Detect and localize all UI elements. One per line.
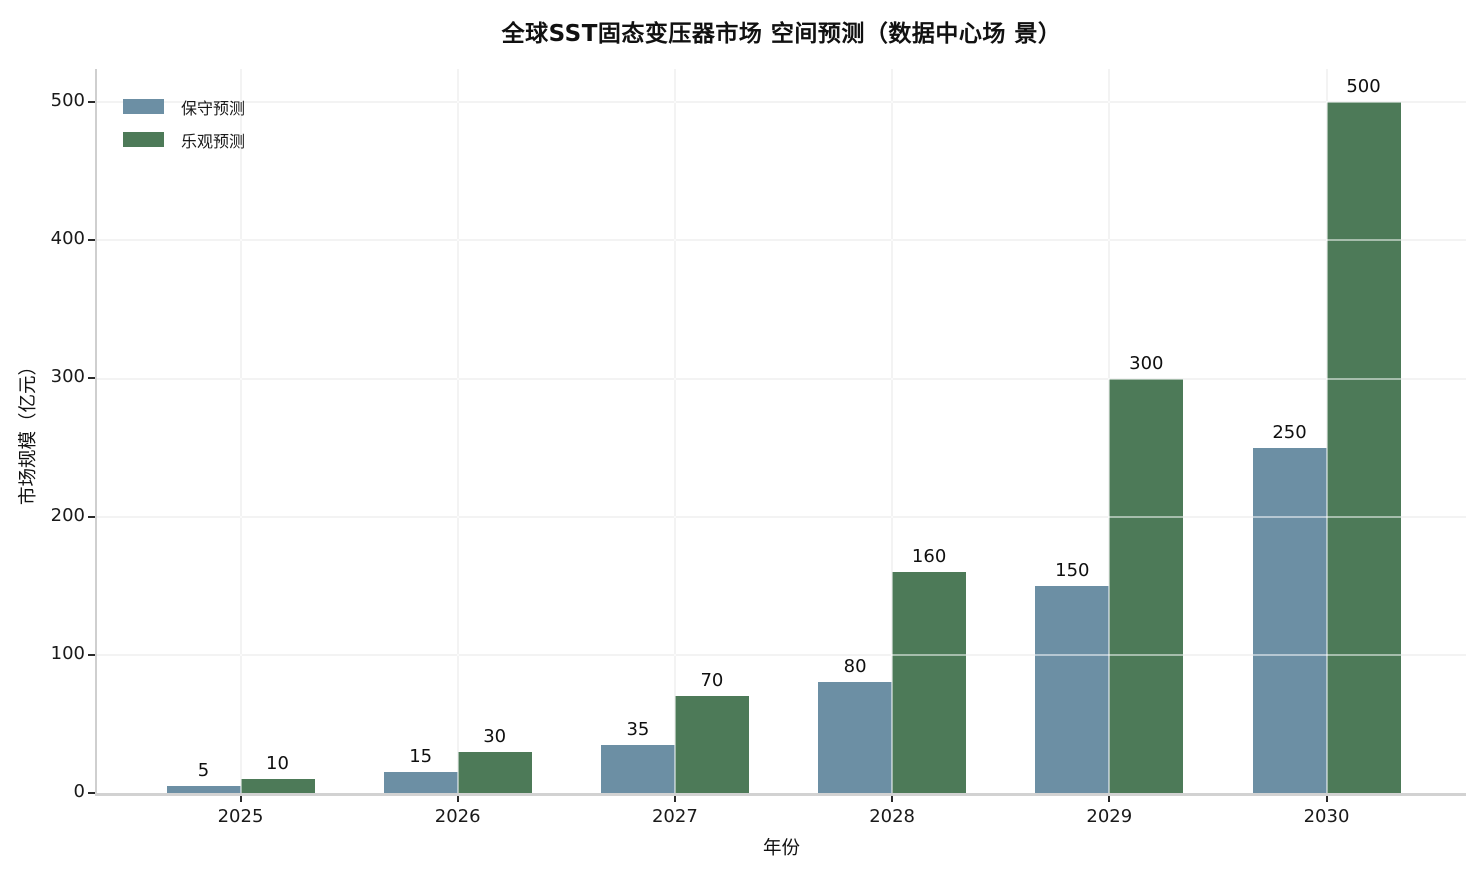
bar [892, 571, 967, 793]
bar-value-label: 70 [700, 670, 724, 692]
bar-value-label: 160 [911, 545, 947, 567]
bar-value-label: 250 [1272, 421, 1307, 443]
y-tick [88, 239, 95, 242]
legend-label-optimistic: 乐观预测 [181, 131, 246, 151]
bar [1252, 447, 1327, 793]
x-tick [1108, 795, 1111, 802]
bar [674, 696, 749, 793]
gridline-horizontal-overlay [97, 653, 1466, 656]
x-tick-label: 2025 [217, 806, 264, 827]
x-axis-title: 年份 [762, 838, 800, 859]
x-tick [673, 795, 676, 802]
gridline-vertical-overlay [1325, 69, 1328, 793]
y-tick-label: 100 [50, 642, 85, 664]
y-tick-label: 200 [50, 504, 85, 526]
legend-swatch-conservative [123, 99, 164, 114]
bar [383, 772, 458, 793]
bar-value-label: 35 [626, 718, 650, 740]
plot-area: 5 15 35 80 150 250 10 30 70 160 300 500 2025 2026 2027… [51, 69, 1466, 827]
gridline-vertical-overlay [891, 69, 894, 793]
bar-value-label: 30 [483, 725, 507, 747]
y-axis-spine [95, 69, 97, 795]
gridline-vertical-overlay [673, 69, 676, 793]
gridline-horizontal-overlay [97, 377, 1466, 380]
bar [1109, 378, 1184, 793]
bar-value-label: 10 [266, 753, 289, 775]
chart-title: 全球SST固态变压器市场 空间预测（数据中心场 景） [501, 21, 1062, 47]
legend: 保守预测 乐观预测 [123, 90, 245, 156]
y-tick [88, 101, 95, 104]
x-tick [456, 795, 459, 802]
legend-label-conservative: 保守预测 [181, 98, 246, 118]
bar [240, 779, 315, 793]
bar [166, 786, 241, 793]
y-tick [88, 653, 95, 656]
legend-item-optimistic: 乐观预测 [123, 123, 245, 156]
bar-value-label: 15 [409, 746, 433, 768]
gridline-horizontal-overlay [97, 239, 1466, 242]
legend-item-conservative: 保守预测 [123, 90, 245, 123]
gridline-vertical-overlay [239, 69, 242, 793]
x-tick-label: 2030 [1303, 806, 1350, 827]
y-tick-label: 0 [73, 781, 85, 802]
gridline-horizontal-overlay [97, 101, 1466, 104]
bar [600, 744, 675, 793]
x-axis-spine [95, 793, 1466, 796]
y-tick [88, 792, 95, 794]
x-tick [891, 795, 894, 802]
y-tick [88, 515, 95, 518]
x-tick-label: 2027 [651, 806, 698, 827]
bar-value-label: 300 [1129, 352, 1164, 374]
bar-value-label: 500 [1346, 76, 1381, 98]
y-tick-label: 400 [50, 228, 85, 250]
y-tick-label: 300 [50, 366, 85, 388]
bar-value-label: 80 [843, 656, 867, 678]
x-tick-label: 2029 [1086, 806, 1133, 827]
bar [1326, 102, 1401, 793]
legend-swatch-optimistic [123, 132, 164, 147]
gridline-vertical-overlay [456, 69, 459, 793]
bar-value-label: 150 [1055, 559, 1090, 581]
gridline-vertical-overlay [1108, 69, 1111, 793]
gridline-horizontal-overlay [97, 515, 1466, 518]
x-tick-label: 2028 [869, 806, 915, 827]
bar [1035, 585, 1110, 793]
x-tick-label: 2026 [434, 806, 481, 827]
bar-value-label: 5 [197, 760, 210, 782]
y-tick [88, 377, 95, 380]
x-tick [239, 795, 242, 802]
bar [818, 682, 893, 793]
bar [457, 751, 532, 793]
x-tick [1325, 795, 1328, 802]
y-tick-label: 500 [50, 90, 85, 112]
